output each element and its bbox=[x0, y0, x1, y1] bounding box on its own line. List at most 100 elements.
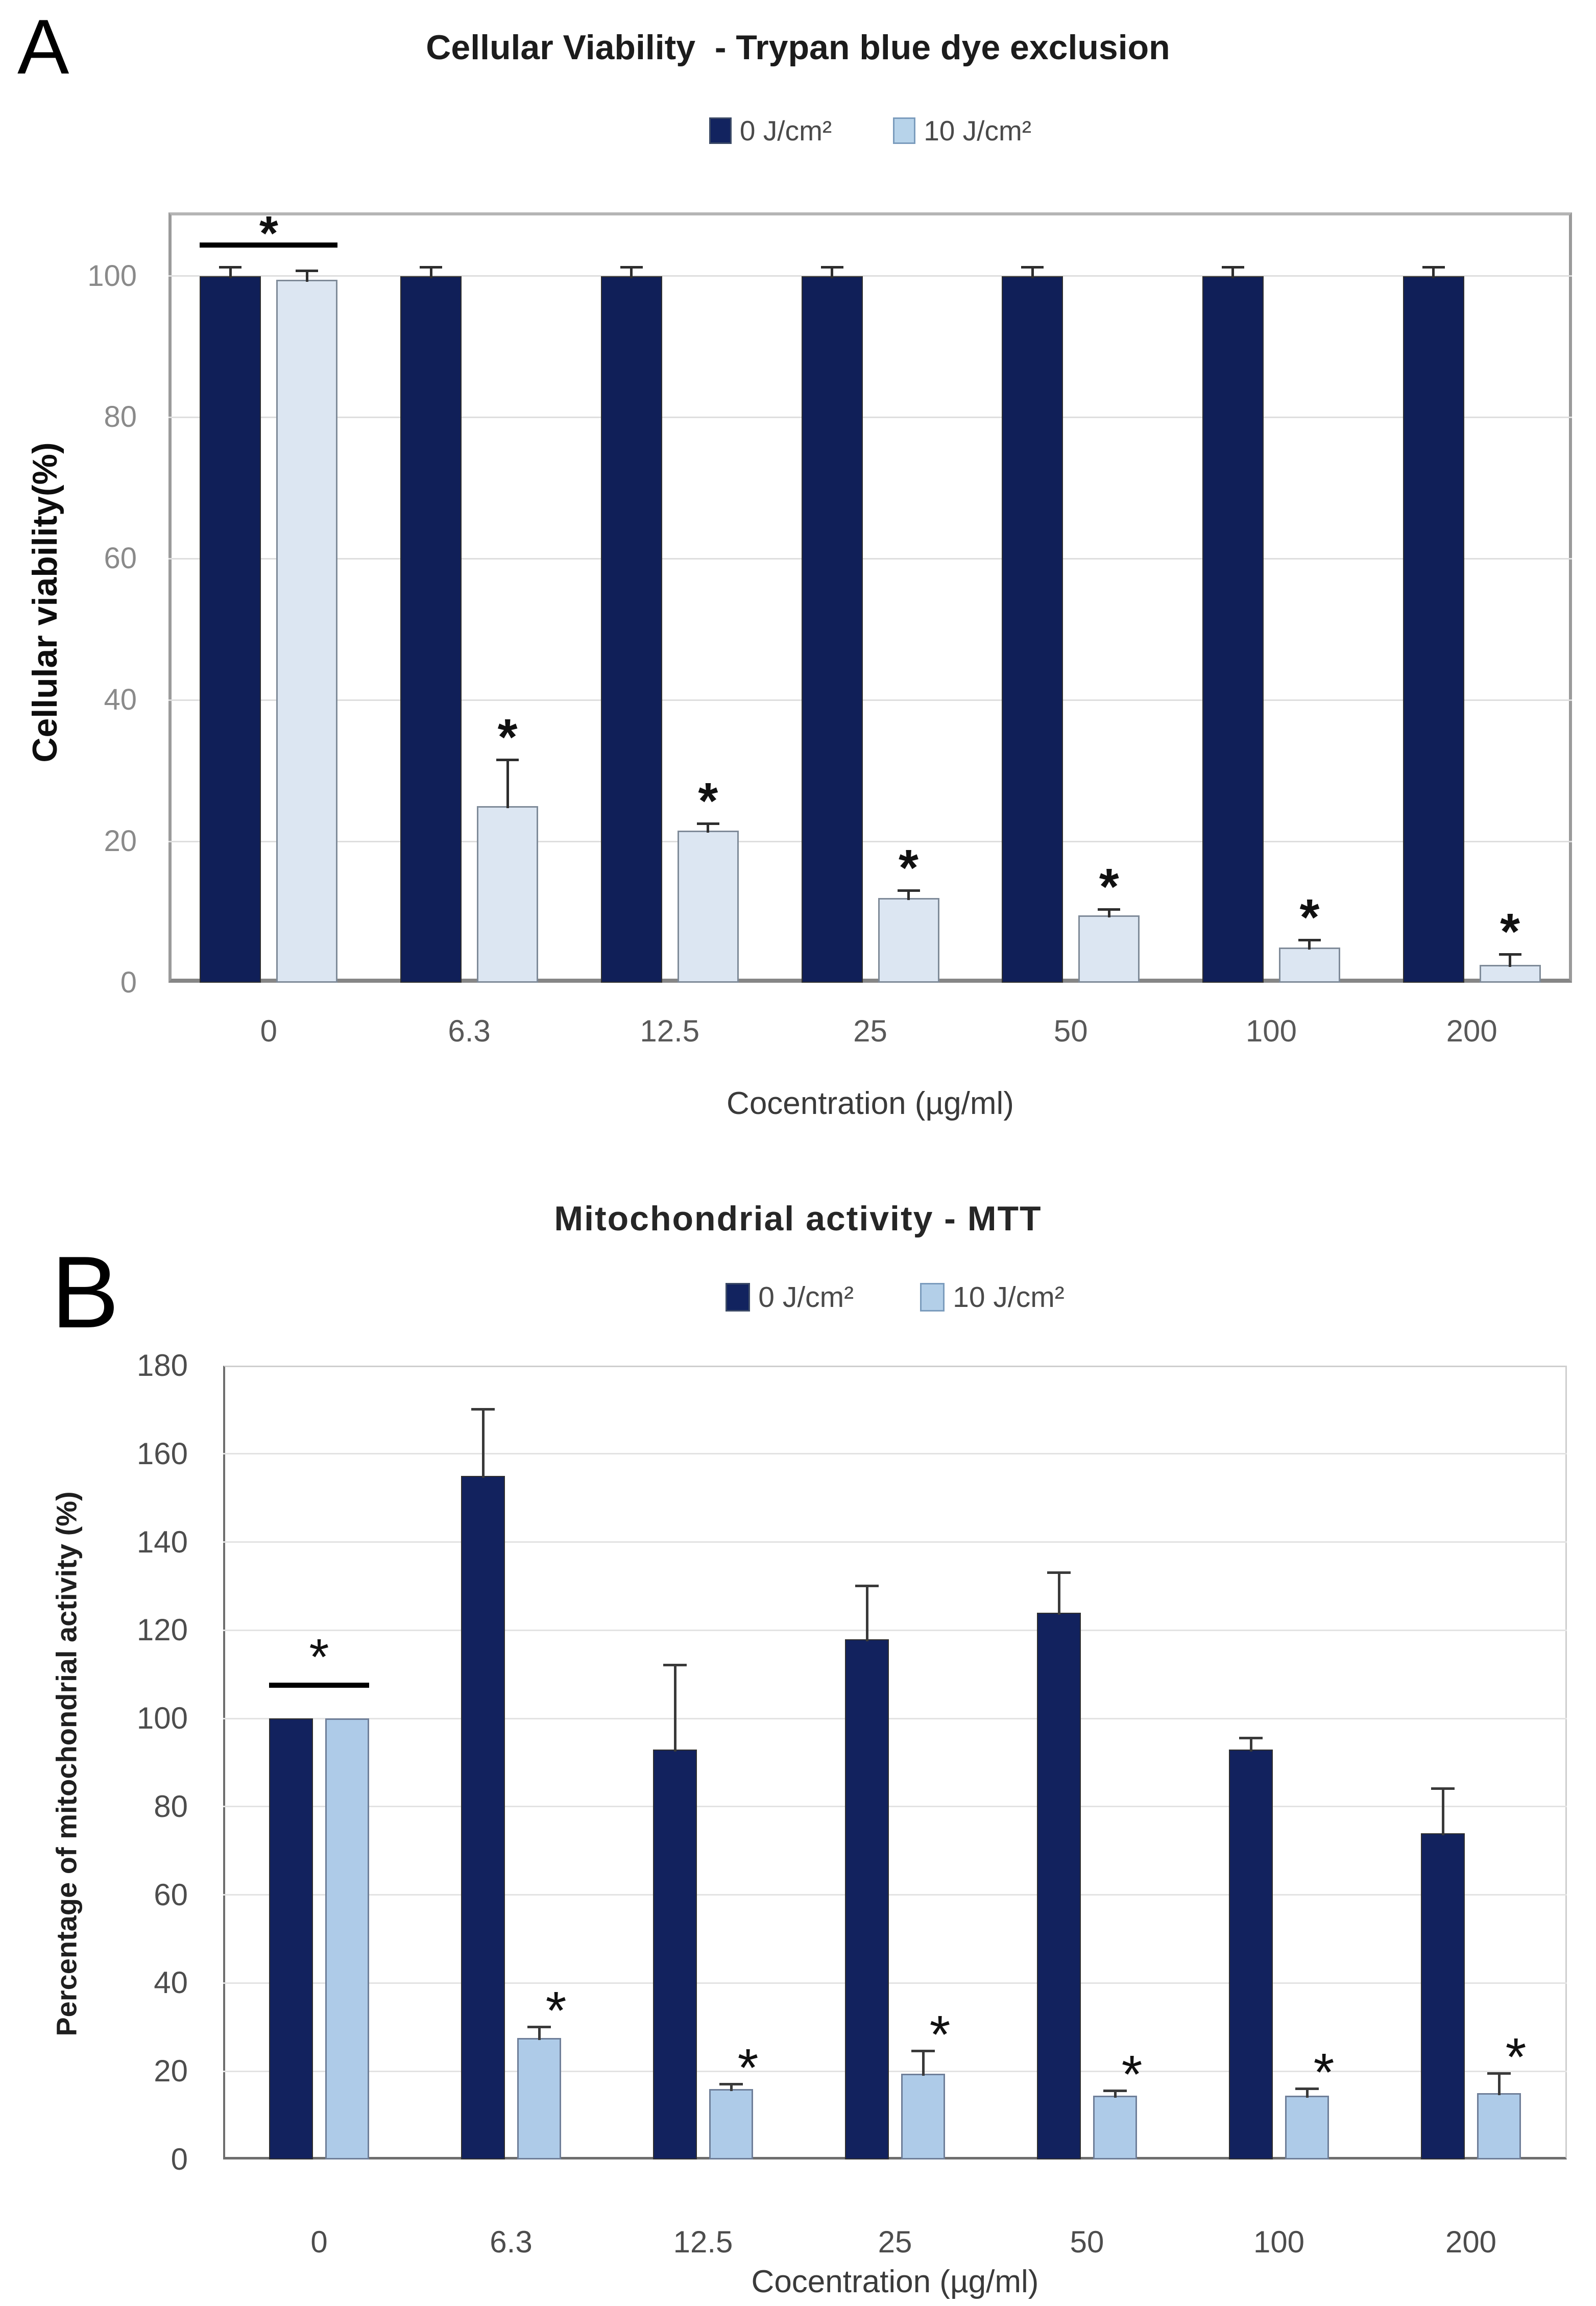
error-bar-cap bbox=[1487, 2072, 1511, 2075]
panel-a-legend: 0 J/cm² 10 J/cm² bbox=[168, 114, 1572, 147]
x-tick-label: 200 bbox=[1446, 1014, 1497, 1048]
error-bar-whisker bbox=[305, 271, 308, 282]
error-bar-whisker bbox=[1308, 940, 1311, 950]
legend-label: 0 J/cm² bbox=[758, 1281, 854, 1314]
legend-item-10jcm2: 10 J/cm² bbox=[893, 114, 1031, 147]
error-bar-cap bbox=[1298, 938, 1321, 941]
legend-item-10jcm2: 10 J/cm² bbox=[920, 1280, 1065, 1314]
bar-series0-group1 bbox=[400, 276, 462, 983]
error-bar-cap bbox=[1098, 908, 1121, 911]
error-bar-cap bbox=[719, 2083, 743, 2086]
error-bar-whisker bbox=[922, 2051, 925, 2076]
error-bar-whisker bbox=[1107, 910, 1110, 918]
gridline bbox=[223, 1894, 1567, 1896]
legend-swatch-dark-icon bbox=[709, 117, 732, 144]
bar-series1-group3 bbox=[901, 2073, 945, 2159]
error-bar-whisker bbox=[1031, 268, 1034, 278]
legend-label: 0 J/cm² bbox=[739, 115, 832, 147]
error-bar-whisker bbox=[1305, 2089, 1309, 2098]
gridline bbox=[223, 1806, 1567, 1808]
error-bar-whisker bbox=[673, 1665, 676, 1752]
x-tick-label: 200 bbox=[1445, 2225, 1497, 2259]
error-bar-whisker bbox=[831, 268, 833, 278]
x-tick-label: 25 bbox=[853, 1014, 887, 1048]
gridline bbox=[223, 1629, 1567, 1631]
gridline bbox=[168, 557, 1572, 560]
error-bar-cap bbox=[897, 889, 920, 892]
error-bar-whisker bbox=[1432, 268, 1435, 278]
legend-item-0jcm2: 0 J/cm² bbox=[709, 114, 832, 147]
bar-series0-group6 bbox=[1402, 276, 1464, 983]
significance-asterisk: * bbox=[1500, 903, 1520, 960]
gridline bbox=[223, 1982, 1567, 1984]
significance-asterisk: * bbox=[497, 708, 518, 766]
gridline bbox=[223, 2070, 1567, 2072]
gridline bbox=[168, 275, 1572, 277]
bar-series1-group1 bbox=[477, 806, 539, 983]
bar-series0-group2 bbox=[653, 1749, 697, 2159]
bar-series0-group4 bbox=[1037, 1612, 1081, 2159]
x-tick-label: 100 bbox=[1245, 1014, 1297, 1048]
bar-series1-group4 bbox=[1078, 915, 1140, 983]
error-bar-cap bbox=[296, 269, 319, 272]
error-bar-whisker bbox=[707, 823, 710, 833]
significance-asterisk: * bbox=[737, 2038, 759, 2098]
legend-label: 10 J/cm² bbox=[953, 1281, 1065, 1314]
x-tick-label: 25 bbox=[878, 2225, 912, 2259]
y-tick-label: 0 bbox=[120, 966, 137, 999]
error-bar-cap bbox=[1431, 1787, 1455, 1790]
bar-series1-group0 bbox=[276, 279, 338, 983]
significance-bracket bbox=[269, 1682, 369, 1688]
significance-asterisk: * bbox=[698, 772, 718, 830]
bar-series0-group5 bbox=[1202, 276, 1264, 983]
error-bar-cap bbox=[1221, 265, 1244, 269]
error-bar-whisker bbox=[429, 268, 432, 278]
x-tick-label: 50 bbox=[1053, 1014, 1088, 1048]
error-bar-whisker bbox=[1441, 1789, 1444, 1835]
legend-swatch-dark-icon bbox=[726, 1283, 751, 1312]
x-tick-label: 12.5 bbox=[640, 1014, 700, 1048]
y-tick-label: 40 bbox=[104, 683, 137, 717]
y-tick-label: 100 bbox=[87, 259, 137, 293]
significance-asterisk: * bbox=[1121, 2045, 1143, 2105]
gridline bbox=[168, 699, 1572, 701]
y-tick-label: 60 bbox=[154, 1877, 188, 1912]
error-bar-whisker bbox=[1509, 954, 1512, 967]
gridline bbox=[223, 1717, 1567, 1719]
bar-series0-group3 bbox=[801, 276, 863, 983]
error-bar-whisker bbox=[1057, 1573, 1060, 1615]
panel-b-title: Mitochondrial activity - MTT bbox=[554, 1199, 1042, 1238]
error-bar-whisker bbox=[506, 760, 509, 808]
x-tick-label: 6.3 bbox=[448, 1014, 491, 1048]
error-bar-cap bbox=[527, 2025, 551, 2028]
error-bar-whisker bbox=[630, 268, 633, 278]
error-bar-cap bbox=[855, 1584, 879, 1587]
bar-series1-group3 bbox=[878, 897, 939, 983]
bar-series1-group6 bbox=[1479, 965, 1541, 983]
error-bar-whisker bbox=[730, 2084, 733, 2091]
bar-series1-group0 bbox=[325, 1718, 369, 2159]
error-bar-whisker bbox=[1497, 2073, 1501, 2096]
significance-asterisk: * bbox=[309, 1628, 329, 1686]
significance-asterisk: * bbox=[545, 1980, 567, 2041]
error-bar-cap bbox=[420, 265, 443, 269]
bar-series1-group5 bbox=[1285, 2095, 1329, 2159]
significance-asterisk: * bbox=[1299, 888, 1320, 946]
y-tick-label: 100 bbox=[136, 1701, 188, 1736]
x-tick-label: 0 bbox=[260, 1014, 278, 1048]
significance-asterisk: * bbox=[1313, 2042, 1335, 2102]
panel-a-label: A bbox=[17, 4, 69, 90]
panel-b-label: B bbox=[51, 1235, 119, 1349]
y-tick-label: 20 bbox=[104, 824, 137, 858]
error-bar-cap bbox=[663, 1664, 687, 1667]
bar-series0-group0 bbox=[200, 276, 261, 983]
error-bar-cap bbox=[620, 265, 643, 269]
y-tick-label: 180 bbox=[136, 1348, 188, 1382]
bar-series1-group6 bbox=[1477, 2093, 1521, 2159]
y-tick-label: 160 bbox=[136, 1436, 188, 1471]
significance-bracket bbox=[200, 242, 338, 248]
error-bar-cap bbox=[471, 1408, 495, 1411]
bar-series1-group4 bbox=[1093, 2095, 1137, 2159]
bar-series0-group6 bbox=[1421, 1833, 1465, 2159]
